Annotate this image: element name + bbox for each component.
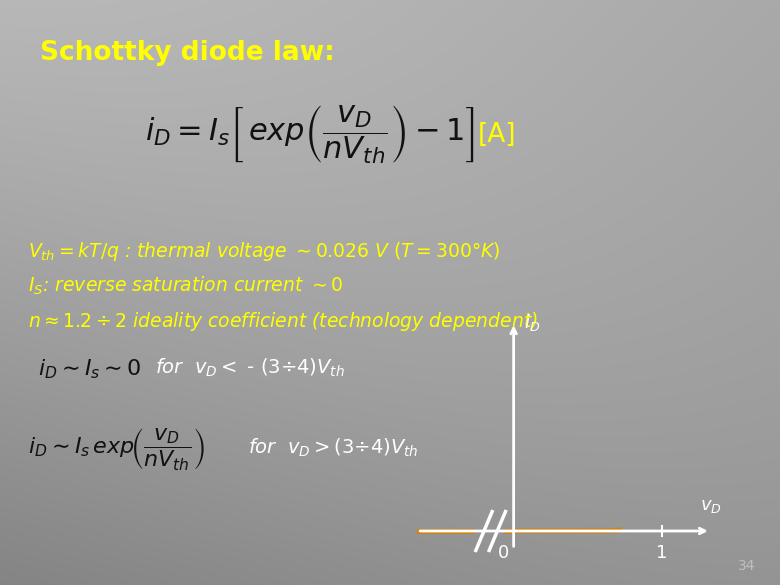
Text: $i_D = I_s\left[\,exp\left(\dfrac{v_D}{nV_{th}}\right) - 1\right]$: $i_D = I_s\left[\,exp\left(\dfrac{v_D}{n…	[145, 104, 475, 166]
Text: Schottky diode law:: Schottky diode law:	[40, 40, 335, 66]
Text: $i_D$: $i_D$	[524, 312, 540, 333]
Text: $I_S$: reverse saturation current $\sim 0$: $I_S$: reverse saturation current $\sim …	[28, 275, 343, 297]
Text: $i_D{\sim}I_s{\sim}0$: $i_D{\sim}I_s{\sim}0$	[38, 357, 141, 381]
Text: $V_{th}=kT/q$ : thermal voltage $\sim 0.026$ V $(T=300°K)$: $V_{th}=kT/q$ : thermal voltage $\sim 0.…	[28, 240, 501, 263]
Text: 1: 1	[656, 544, 668, 562]
Text: 34: 34	[738, 559, 755, 573]
Text: $v_D$: $v_D$	[700, 497, 722, 515]
Text: 0: 0	[498, 544, 509, 562]
Text: [A]: [A]	[478, 122, 516, 148]
Text: for  $v_D < $ - $(3{\div}4)V_{th}$: for $v_D < $ - $(3{\div}4)V_{th}$	[155, 357, 345, 379]
Text: for  $v_D > (3{\div}4)V_{th}$: for $v_D > (3{\div}4)V_{th}$	[248, 437, 419, 459]
Text: $i_D{\sim}I_s\,exp\!\left(\dfrac{v_D}{nV_{th}}\right)$: $i_D{\sim}I_s\,exp\!\left(\dfrac{v_D}{nV…	[28, 427, 204, 473]
Text: $n \approx 1.2\div2$ ideality coefficient (technology dependent): $n \approx 1.2\div2$ ideality coefficien…	[28, 310, 537, 333]
